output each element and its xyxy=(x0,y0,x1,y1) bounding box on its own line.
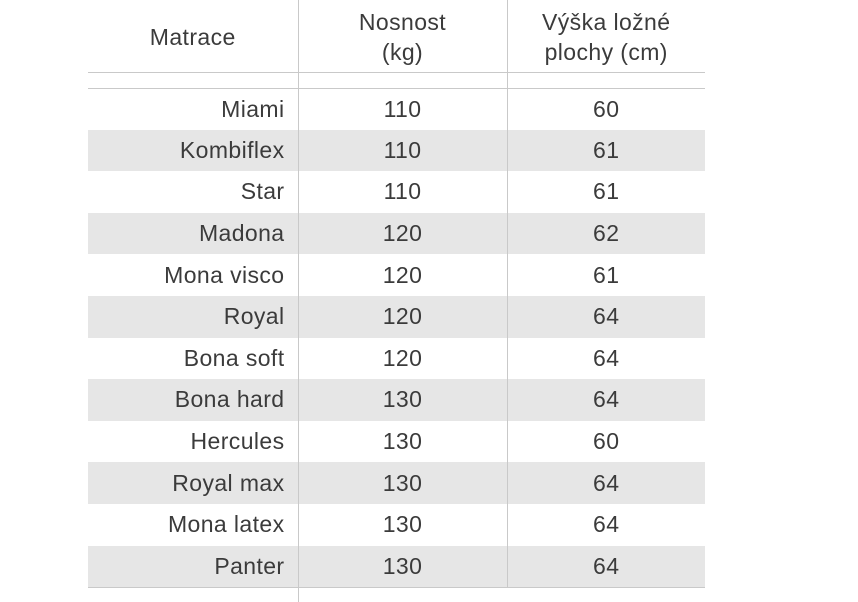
cell-bed-surface-height: 60 xyxy=(506,420,705,463)
cell-mattress-name: Mona latex xyxy=(167,511,285,538)
table-row: Miami 110 60 xyxy=(88,88,705,130)
mattress-spec-table: Matrace Nosnost (kg) Výška ložné plochy … xyxy=(88,0,705,588)
cell-load-capacity: 120 xyxy=(297,212,507,255)
cell-load-capacity: 130 xyxy=(297,503,507,546)
cell-load-capacity: 120 xyxy=(297,295,507,338)
cell-bed-surface-height: 61 xyxy=(506,129,705,172)
column-header-mattress: Matrace xyxy=(88,0,298,73)
cell-bed-surface-height: 62 xyxy=(506,212,705,255)
cell-bed-surface-height: 60 xyxy=(506,88,705,130)
cell-mattress-name: Panter xyxy=(88,545,298,588)
cell-bed-surface-height: 61 xyxy=(506,171,705,213)
table-row: Hercules 130 60 xyxy=(88,420,705,463)
cell-bed-surface-height: 64 xyxy=(506,379,705,421)
cell-mattress-name: Miami xyxy=(221,95,285,122)
cell-mattress-name: Star xyxy=(240,178,285,205)
cell-mattress-name: Madona xyxy=(198,220,285,247)
column-header-bed-surface-height-label: Výška ložné xyxy=(542,9,671,36)
column-header-load-capacity: Nosnost (kg) xyxy=(297,0,507,73)
spacer-row xyxy=(88,72,705,89)
cell-load-capacity: 110 xyxy=(297,129,507,172)
table-row: Madona 120 62 xyxy=(88,212,705,255)
table-row: Mona visco 120 61 xyxy=(88,254,705,296)
cell-load-capacity: 110 xyxy=(297,171,507,213)
cell-load-capacity: 130 xyxy=(297,420,507,463)
cell-mattress-name: Bona hard xyxy=(174,386,285,413)
cell-bed-surface-height: 64 xyxy=(506,337,705,380)
cell-load-capacity: 130 xyxy=(297,379,507,421)
table-row: Royal max 130 64 xyxy=(88,462,705,504)
cell-mattress-name: Mona visco xyxy=(164,261,285,288)
table-row: Kombiflex 110 61 xyxy=(88,129,705,172)
table-header: Matrace Nosnost (kg) Výška ložné plochy … xyxy=(88,0,705,89)
cell-mattress-name: Kombiflex xyxy=(179,136,285,163)
table-row: Bona hard 130 64 xyxy=(88,379,705,421)
cell-bed-surface-height: 64 xyxy=(506,462,705,504)
header-row: Matrace Nosnost (kg) Výška ložné plochy … xyxy=(88,0,705,73)
table-row: Bona soft 120 64 xyxy=(88,337,705,380)
cell-load-capacity: 120 xyxy=(297,254,507,296)
table-row: Mona latex 130 64 xyxy=(88,503,705,546)
cell-load-capacity: 130 xyxy=(297,545,507,588)
column-header-bed-surface-height: Výška ložné plochy (cm) xyxy=(506,0,705,73)
cell-mattress-name: Royal xyxy=(223,303,285,330)
column-header-mattress-label: Matrace xyxy=(149,24,236,51)
column-header-load-capacity-label: Nosnost xyxy=(358,9,447,36)
cell-load-capacity: 110 xyxy=(297,88,507,130)
mattress-spec-table-container: Matrace Nosnost (kg) Výška ložné plochy … xyxy=(88,0,705,588)
cell-bed-surface-height: 64 xyxy=(506,295,705,338)
cell-mattress-name: Royal max xyxy=(172,469,285,496)
table-body: Miami 110 60 Kombiflex 110 61 Star 110 6… xyxy=(88,88,705,588)
cell-bed-surface-height: 64 xyxy=(506,545,705,588)
cell-bed-surface-height: 61 xyxy=(506,254,705,296)
table-row: Panter 130 64 xyxy=(88,545,705,588)
cell-load-capacity: 120 xyxy=(297,337,507,380)
table-row: Royal 120 64 xyxy=(88,295,705,338)
cell-mattress-name: Bona soft xyxy=(183,344,285,371)
cell-mattress-name: Hercules xyxy=(190,428,285,455)
cell-load-capacity: 130 xyxy=(297,462,507,504)
table-row: Star 110 61 xyxy=(88,171,705,213)
column-divider-tail xyxy=(298,588,299,602)
cell-bed-surface-height: 64 xyxy=(506,503,705,546)
